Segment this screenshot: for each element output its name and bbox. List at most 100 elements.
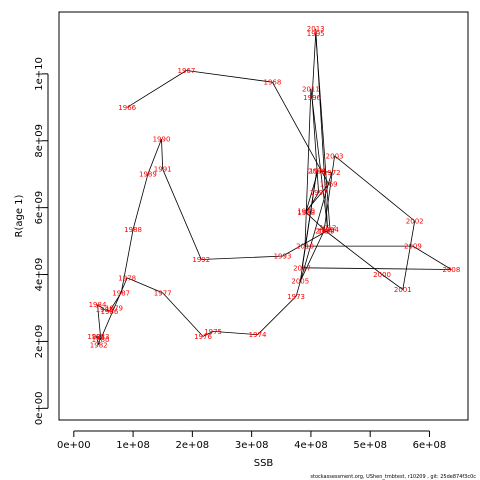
path-segment-1988-1989: [132, 174, 149, 230]
plot-frame: [58, 11, 469, 421]
year-label-1975: 1975: [204, 328, 222, 336]
recruitment-path: [95, 28, 452, 345]
path-segment-2012-2013: [315, 28, 328, 228]
path-segment-2008-2009: [412, 245, 452, 270]
path-segment-1999-2000: [325, 230, 383, 275]
year-label-1970: 1970: [297, 208, 315, 216]
year-label-1997: 1997: [310, 189, 328, 197]
path-segment-1986-1987: [109, 292, 122, 312]
year-label-2003: 2003: [326, 152, 344, 160]
x-tick-label-3: 3e+08: [235, 440, 269, 451]
year-label-2004: 2004: [315, 228, 333, 236]
year-label-2002: 2002: [406, 218, 424, 226]
path-segment-1992-1993: [201, 255, 283, 260]
year-label-1996: 1996: [303, 94, 321, 102]
footer-text: stockassessment.org, UShen_tmbtest, r102…: [310, 474, 476, 480]
year-label-1988: 1988: [124, 226, 142, 234]
y-tick-label-3: 6e+09: [34, 191, 45, 225]
year-label-1980: 1980: [92, 336, 110, 344]
year-label-1969: 1969: [320, 181, 338, 189]
year-label-2013: 2013: [307, 25, 325, 33]
path-segment-1975-1976: [202, 331, 214, 337]
year-label-1972: 1972: [323, 169, 341, 177]
year-label-2000: 2000: [373, 271, 391, 279]
path-segment-1989-1990: [147, 138, 162, 175]
x-tick-label-5: 5e+08: [353, 440, 387, 451]
year-label-2010: 2010: [296, 243, 314, 251]
year-label-1993: 1993: [274, 253, 292, 261]
y-tick-label-1: 2e+09: [34, 325, 45, 359]
year-label-1991: 1991: [154, 166, 172, 174]
year-label-1989: 1989: [139, 171, 157, 179]
year-label-1990: 1990: [153, 136, 171, 144]
x-tick-label-6: 6e+08: [413, 440, 447, 451]
path-segment-2000-2001: [381, 274, 404, 290]
year-label-1998: 1998: [297, 209, 315, 217]
path-segment-1984-1985: [97, 304, 105, 310]
path-segment-1987-1988: [120, 229, 134, 293]
year-label-2012: 2012: [319, 224, 337, 232]
y-axis: 0e+00 2e+09 4e+09 6e+09 8e+09 1e+10: [34, 57, 49, 425]
path-segment-1977-1978: [127, 277, 163, 294]
path-segment-1981-1982: [95, 336, 100, 345]
path-segment-1968-1969: [272, 82, 330, 185]
year-label-1966: 1966: [118, 104, 136, 112]
y-axis-label: R(age 1): [14, 194, 25, 237]
path-segment-1983-1984: [97, 304, 101, 337]
x-axis: 0e+00 1e+08 2e+08 3e+08 4e+08 5e+08 6e+08: [57, 430, 447, 451]
year-label-1977: 1977: [154, 289, 172, 297]
x-tick-label-2: 2e+08: [176, 440, 210, 451]
year-label-1971: 1971: [309, 167, 327, 175]
path-segment-2006-2007: [301, 170, 318, 268]
x-tick-label-0: 0e+00: [57, 440, 91, 451]
path-segment-1974-1975: [213, 331, 258, 336]
year-label-2008: 2008: [442, 266, 460, 274]
y-tick-label-5: 1e+10: [34, 57, 45, 91]
x-tick-label-1: 1e+08: [116, 440, 150, 451]
year-label-1985: 1985: [96, 306, 114, 314]
year-label-1987: 1987: [112, 289, 130, 297]
year-label-1982: 1982: [90, 341, 108, 349]
y-tick-label-4: 8e+09: [34, 124, 45, 158]
year-label-1984: 1984: [89, 301, 107, 309]
path-segment-2010-2011: [304, 88, 312, 247]
path-segment-2001-2002: [402, 220, 416, 290]
path-segment-1995-1996: [311, 33, 317, 98]
year-label-1999: 1999: [317, 228, 335, 236]
year-label-1986: 1986: [100, 308, 118, 316]
path-segment-2011-2012: [310, 88, 328, 228]
path-segment-1971-1972: [317, 170, 332, 173]
year-label-2009: 2009: [404, 243, 422, 251]
year-label-2005: 2005: [291, 278, 309, 286]
year-label-1994: 1994: [321, 226, 339, 234]
year-label-1974: 1974: [249, 331, 267, 339]
path-segment-1982-1983: [98, 336, 101, 345]
path-segment-1966-1967: [126, 70, 187, 108]
year-label-1978: 1978: [118, 274, 136, 282]
year-label-1981: 1981: [87, 333, 105, 341]
year-label-1992: 1992: [192, 256, 210, 264]
path-segment-1985-1986: [104, 309, 110, 312]
year-label-2001: 2001: [394, 286, 412, 294]
year-label-1995: 1995: [307, 30, 325, 38]
path-segment-1978-1979: [113, 277, 128, 309]
year-label-1976: 1976: [194, 333, 212, 341]
year-label-2011: 2011: [302, 85, 320, 93]
year-label-1983: 1983: [92, 333, 110, 341]
path-segment-1976-1977: [162, 292, 204, 337]
path-segment-1967-1968: [186, 70, 273, 83]
year-label-2006: 2006: [308, 167, 326, 175]
path-segment-2003-2004: [323, 155, 335, 232]
path-segment-2004-2005: [299, 230, 325, 282]
year-label-1967: 1967: [177, 67, 195, 75]
year-label-1968: 1968: [263, 79, 281, 87]
path-segment-1973-1974: [257, 296, 297, 335]
path-segment-1998-1999: [305, 212, 326, 232]
y-tick-label-0: 0e+00: [34, 391, 45, 425]
path-segment-1991-1992: [162, 169, 202, 260]
path-segment-1979-1980: [100, 307, 115, 340]
path-segment-2007-2008: [301, 267, 452, 270]
